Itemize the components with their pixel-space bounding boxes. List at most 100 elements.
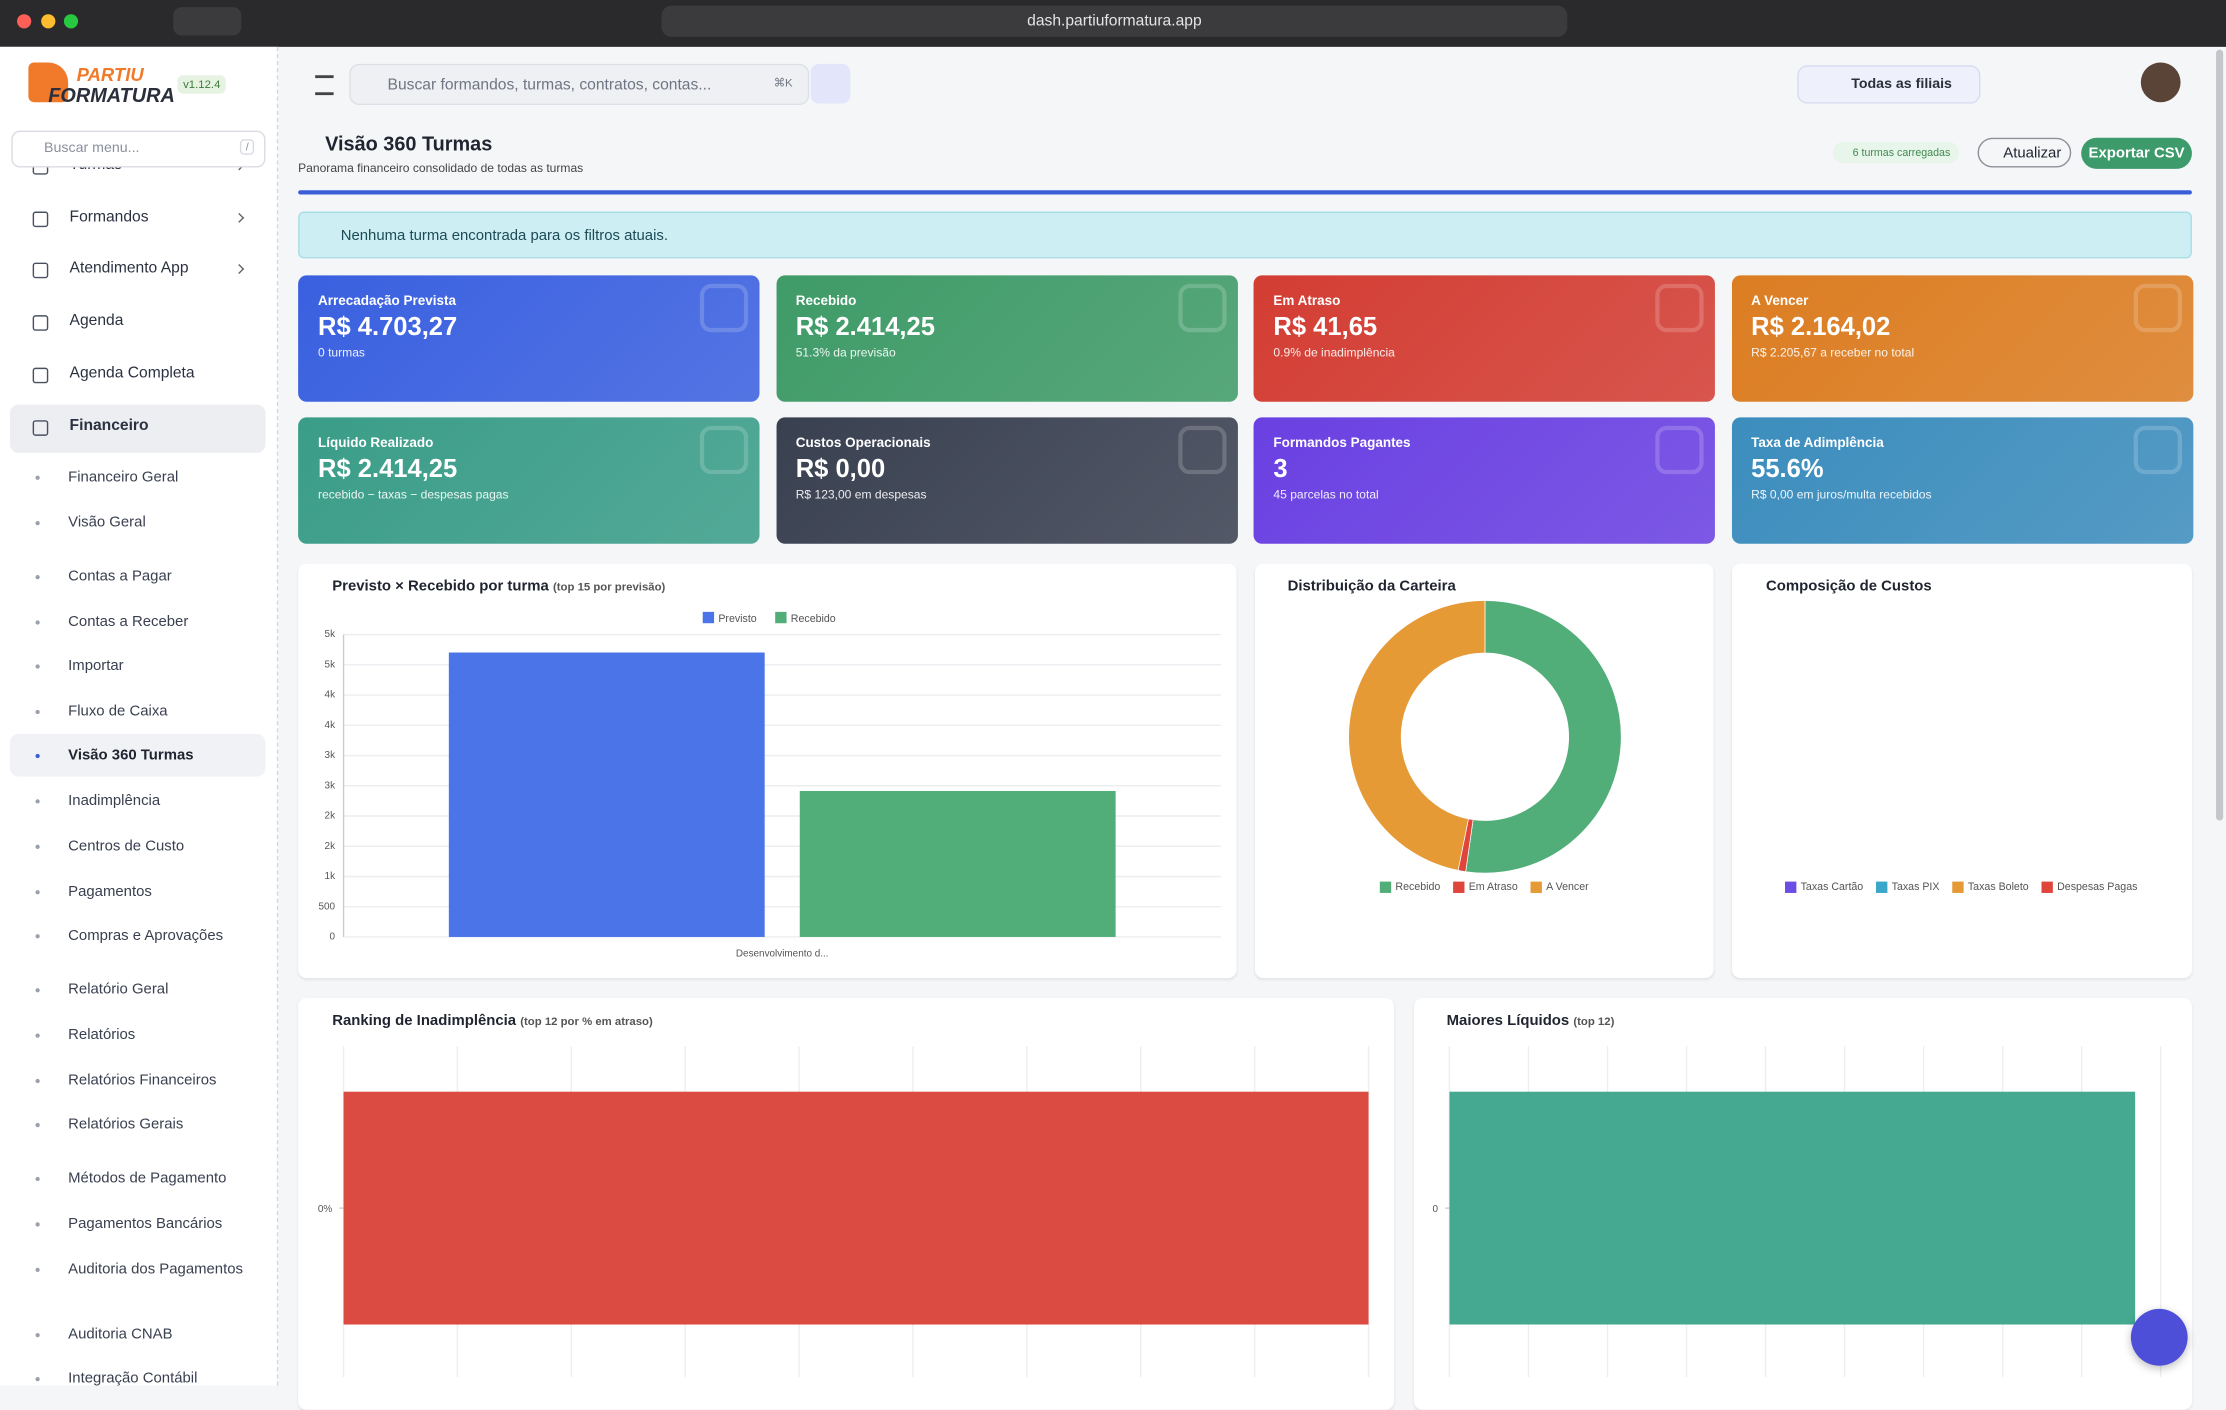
menu-icon	[32, 315, 49, 331]
kpi-label: Formandos Pagantes	[1273, 435, 1411, 452]
menu-active-bg	[9, 404, 266, 453]
kpi-note: R$ 2.205,67 a receber no total	[1751, 344, 1915, 360]
submenu-bullet	[35, 1033, 40, 1038]
chart-subtitle: (top 12 por % em atraso)	[520, 1015, 653, 1028]
submenu-bullet	[35, 709, 40, 715]
kpi-icon	[1655, 425, 1704, 475]
chart-card	[298, 563, 1237, 979]
submenu-item[interactable]: Financeiro Geral	[68, 468, 179, 486]
menu-item[interactable]: Atendimento App	[69, 259, 189, 277]
menu-item[interactable]: Agenda Completa	[69, 364, 195, 382]
title-text: Maiores Líquidos	[1446, 1012, 1570, 1030]
global-search[interactable]: Buscar formandos, turmas, contratos, con…	[349, 63, 810, 106]
submenu-bullet	[35, 844, 40, 849]
apps-button[interactable]	[810, 63, 851, 104]
kpi-value: R$ 2.164,02	[1751, 312, 1891, 341]
submenu-item[interactable]: Relatórios	[68, 1026, 136, 1044]
search-placeholder: Buscar formandos, turmas, contratos, con…	[387, 76, 712, 94]
submenu-item[interactable]: Contas a Receber	[68, 613, 189, 631]
kpi-value: 3	[1273, 454, 1288, 483]
sidebar: PARTIU FORMATURA v1.12.4 TurmasFormandos…	[0, 46, 279, 1386]
menu-icon	[32, 367, 49, 384]
submenu-item[interactable]: Fluxo de Caixa	[68, 702, 168, 720]
hamburger[interactable]	[315, 75, 334, 96]
chat-button[interactable]	[2130, 1308, 2188, 1366]
page-subtitle: Panorama financeiro consolidado de todas…	[298, 160, 584, 175]
chart-card	[1413, 998, 2192, 1410]
refresh-button[interactable]: Atualizar	[1977, 137, 2072, 168]
submenu-item[interactable]: Relatórios Financeiros	[68, 1071, 217, 1089]
submenu-item[interactable]: Relatório Geral	[68, 980, 169, 999]
kpi-label: Em Atraso	[1273, 293, 1341, 310]
submenu-item[interactable]: Integração Contábil	[68, 1369, 198, 1386]
chart-title: Maiores Líquidos (top 12)	[1447, 1012, 1615, 1029]
nav-buttons[interactable]	[173, 7, 242, 36]
kpi-value: 55.6%	[1751, 454, 1824, 483]
submenu-bullet	[35, 934, 40, 939]
logo-icon	[28, 62, 69, 103]
submenu-bullet	[35, 890, 40, 895]
branch-select[interactable]: Todas as filiais	[1797, 65, 1981, 104]
chart-subtitle: (top 15 por previsão)	[552, 580, 666, 594]
submenu-item[interactable]: Inadimplência	[68, 792, 161, 810]
submenu-item[interactable]: Importar	[68, 657, 124, 675]
kpi-card: Formandos Pagantes 3 45 parcelas no total	[1253, 417, 1715, 544]
search-placeholder: Buscar menu...	[44, 140, 140, 157]
submenu-active-bg	[9, 733, 266, 777]
status-badge: 6 turmas carregadas	[1832, 141, 1959, 164]
submenu-item[interactable]: Compras e Aprovações	[68, 927, 224, 945]
topbar: Buscar formandos, turmas, contratos, con…	[278, 47, 2226, 121]
export-button[interactable]: Exportar CSV	[2081, 137, 2192, 169]
kpi-card: Taxa de Adimplência 55.6% R$ 0,00 em juros…	[1731, 417, 2193, 544]
menu-item[interactable]: Agenda	[69, 312, 124, 330]
page-title: Visão 360 Turmas	[325, 132, 493, 155]
kpi-value: R$ 2.414,25	[795, 312, 935, 341]
kpi-icon	[699, 425, 749, 475]
submenu-bullet	[35, 1333, 40, 1338]
kpi-icon	[2133, 425, 2182, 475]
progress-bar	[298, 190, 2192, 195]
kpi-label: A Vencer	[1751, 293, 1809, 310]
kpi-label: Arrecadação Prevista	[317, 293, 456, 310]
kpi-note: R$ 123,00 em despesas	[795, 486, 927, 502]
submenu-item[interactable]: Contas a Pagar	[68, 567, 172, 585]
submenu-bullet	[35, 620, 40, 625]
kpi-icon	[1655, 283, 1704, 333]
address-bar[interactable]: dash.partiuformatura.app	[661, 5, 1568, 37]
title-text: Previsto × Recebido por turma	[332, 577, 549, 595]
kpi-icon	[1177, 425, 1226, 475]
minimize-button[interactable]	[41, 14, 56, 29]
kpi-card: Líquido Realizado R$ 2.414,25 recebido − t…	[298, 417, 760, 544]
submenu-bullet	[35, 1122, 40, 1128]
submenu-item[interactable]: Auditoria CNAB	[68, 1325, 173, 1343]
version-badge: v1.12.4	[177, 75, 227, 94]
avatar[interactable]	[2140, 62, 2181, 103]
submenu-item[interactable]: Visão 360 Turmas	[68, 746, 194, 764]
chart-card	[1731, 563, 2192, 979]
kpi-icon	[699, 283, 749, 333]
submenu-item[interactable]: Centros de Custo	[68, 837, 185, 855]
menu-icon	[32, 420, 49, 436]
menu-search[interactable]: Buscar menu... /	[11, 130, 266, 168]
menu-item[interactable]: Financeiro	[69, 417, 149, 435]
alert: Nenhuma turma encontrada para os filtros…	[298, 211, 2192, 259]
submenu-item[interactable]: Visão Geral	[68, 513, 146, 531]
submenu-item[interactable]: Pagamentos Bancários	[68, 1215, 223, 1233]
kpi-card: Recebido R$ 2.414,25 51.3% da previsão	[775, 275, 1238, 402]
menu-item[interactable]: Formandos	[69, 208, 149, 226]
chart-title: Distribuição da Carteira	[1287, 577, 1456, 595]
chevron	[234, 264, 245, 275]
scrollbar[interactable]	[2216, 49, 2224, 821]
submenu-item[interactable]: Auditoria dos Pagamentos	[68, 1260, 244, 1278]
kpi-value: R$ 4.703,27	[317, 312, 458, 341]
chevron	[234, 212, 245, 223]
zoom-button[interactable]	[63, 14, 79, 29]
submenu-item[interactable]: Métodos de Pagamento	[68, 1169, 227, 1187]
kpi-note: 51.3% da previsão	[795, 344, 896, 360]
close-button[interactable]	[17, 14, 32, 29]
kpi-label: Custos Operacionais	[795, 435, 931, 452]
submenu-item[interactable]: Relatórios Gerais	[68, 1115, 184, 1133]
submenu-item[interactable]: Pagamentos	[68, 883, 152, 901]
kpi-card: Em Atraso R$ 41,65 0.9% de inadimplência	[1253, 275, 1715, 402]
